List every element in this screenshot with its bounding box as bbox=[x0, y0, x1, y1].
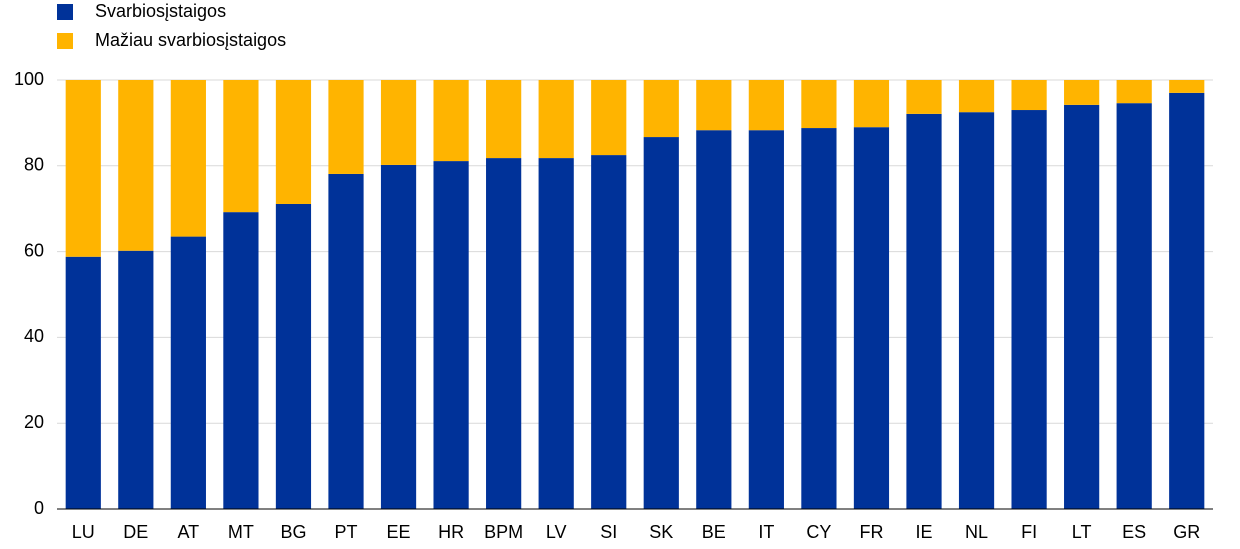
bar-segment bbox=[958, 80, 995, 113]
bar-segment bbox=[853, 80, 890, 128]
bar-segment bbox=[275, 203, 312, 509]
x-tick-label: IT bbox=[758, 522, 774, 542]
x-tick-label: CY bbox=[806, 522, 831, 542]
bar-segment bbox=[591, 80, 627, 156]
bar-segment bbox=[380, 164, 417, 509]
y-tick-label: 0 bbox=[34, 498, 44, 518]
bar-segment bbox=[801, 80, 837, 129]
x-tick-label: IE bbox=[915, 522, 932, 542]
bar-segment bbox=[1011, 80, 1047, 111]
bar-segment bbox=[801, 128, 837, 509]
x-tick-label: LT bbox=[1072, 522, 1092, 542]
x-tick-label: FR bbox=[859, 522, 883, 542]
bar-segment bbox=[328, 173, 364, 510]
bar-segment bbox=[538, 80, 574, 159]
bar-segment bbox=[223, 212, 259, 509]
bar-segment bbox=[118, 80, 154, 251]
x-tick-label: BG bbox=[280, 522, 306, 542]
bar-segment bbox=[1064, 104, 1100, 510]
x-tick-label: MT bbox=[228, 522, 254, 542]
legend-swatch bbox=[57, 33, 73, 49]
x-tick-label: LU bbox=[72, 522, 95, 542]
x-tick-label: NL bbox=[965, 522, 988, 542]
bar-segment bbox=[433, 80, 469, 162]
bar-segment bbox=[748, 80, 784, 131]
bar-segment bbox=[1011, 110, 1047, 509]
x-tick-label: DE bbox=[123, 522, 148, 542]
x-tick-label: BPM bbox=[484, 522, 523, 542]
legend-label: Mažiau svarbiosįstaigos bbox=[95, 30, 286, 50]
bar-segment bbox=[696, 130, 732, 509]
y-tick-label: 80 bbox=[24, 155, 44, 175]
bar-segment bbox=[696, 80, 732, 131]
bar-segment bbox=[275, 80, 312, 204]
bar-segment bbox=[486, 158, 522, 509]
x-tick-label: FI bbox=[1021, 522, 1037, 542]
bar-segment bbox=[65, 256, 101, 509]
legend-swatch bbox=[57, 4, 73, 20]
x-tick-label: SK bbox=[649, 522, 673, 542]
bar-segment bbox=[958, 112, 995, 510]
bar-segment bbox=[223, 80, 259, 213]
bar-segment bbox=[748, 130, 784, 509]
bar-segment bbox=[1169, 80, 1205, 93]
bar-segment bbox=[118, 250, 154, 509]
bar-segment bbox=[538, 158, 574, 509]
bar-segment bbox=[380, 80, 417, 165]
bar-segment bbox=[643, 137, 679, 509]
bar-segment bbox=[170, 236, 206, 509]
x-tick-label: SI bbox=[600, 522, 617, 542]
x-tick-label: BE bbox=[702, 522, 726, 542]
bar-segment bbox=[1169, 92, 1205, 510]
y-tick-label: 20 bbox=[24, 412, 44, 432]
x-tick-label: AT bbox=[178, 522, 200, 542]
bar-segment bbox=[1116, 80, 1152, 104]
bar-segment bbox=[591, 155, 627, 509]
bar-segment bbox=[486, 80, 522, 159]
bar-segment bbox=[328, 80, 364, 174]
y-tick-label: 100 bbox=[14, 69, 44, 89]
x-tick-label: LV bbox=[546, 522, 567, 542]
x-tick-label: ES bbox=[1122, 522, 1146, 542]
bar-segment bbox=[906, 80, 942, 114]
bar-segment bbox=[433, 161, 469, 509]
x-tick-label: HR bbox=[438, 522, 464, 542]
bar-segment bbox=[1116, 103, 1152, 509]
bar-segment bbox=[170, 80, 206, 237]
x-tick-label: PT bbox=[334, 522, 357, 542]
bar-segment bbox=[65, 80, 101, 257]
y-tick-label: 60 bbox=[24, 240, 44, 260]
bar-segment bbox=[643, 80, 679, 138]
legend-label: Svarbiosįstaigos bbox=[95, 1, 226, 21]
bar-segment bbox=[1064, 80, 1100, 105]
x-tick-label: EE bbox=[387, 522, 411, 542]
bar-segment bbox=[853, 127, 890, 509]
bar-segment bbox=[906, 113, 942, 510]
x-tick-label: GR bbox=[1173, 522, 1200, 542]
y-tick-label: 40 bbox=[24, 326, 44, 346]
